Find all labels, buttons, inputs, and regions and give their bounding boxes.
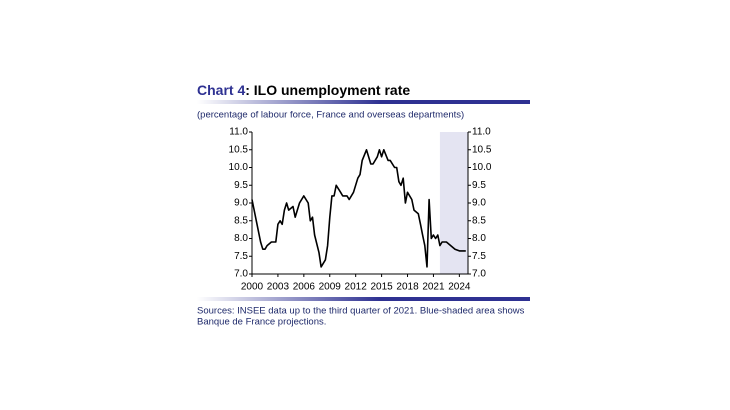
title-prefix: Chart 4 [197, 82, 245, 98]
x-tick-label: 2012 [345, 282, 368, 293]
data-line [251, 149, 466, 268]
y-tick-label: 8.0 [234, 233, 248, 244]
axes [251, 132, 469, 275]
y-tick-label: 10.0 [229, 162, 249, 173]
title-rule [197, 100, 530, 104]
x-tick-label: 2015 [370, 282, 393, 293]
y-tick-label: 11.0 [229, 127, 248, 138]
x-tick-label: 2000 [241, 282, 264, 293]
y-tick-label: 7.0 [234, 269, 248, 280]
y-tick-label: 7.5 [234, 251, 248, 262]
x-tick-label: 2009 [319, 282, 342, 293]
x-tick-label: 2006 [293, 282, 316, 293]
y2-tick-label: 11.0 [472, 127, 491, 138]
y-tick-label: 9.5 [234, 180, 248, 191]
x-tick-label: 2018 [396, 282, 419, 293]
source-rule [197, 297, 530, 301]
y2-tick-label: 9.5 [472, 180, 486, 191]
y2-tick-label: 9.0 [472, 198, 486, 209]
y-tick-label: 8.5 [234, 215, 248, 226]
y2-tick-label: 10.5 [472, 144, 492, 155]
y-tick-label: 10.5 [229, 144, 249, 155]
x-tick-label: 2024 [448, 282, 471, 293]
y2-tick-label: 7.5 [472, 251, 486, 262]
y2-tick-label: 8.5 [472, 215, 486, 226]
sources-line: Sources: INSEE data up to the third quar… [197, 306, 525, 317]
sources-line: Banque de France projections. [197, 317, 326, 328]
title-text: : ILO unemployment rate [245, 82, 410, 98]
y2-tick-label: 10.0 [472, 162, 492, 173]
projection-shade [439, 132, 468, 274]
y-tick-label: 9.0 [234, 198, 248, 209]
x-tick-label: 2003 [267, 282, 290, 293]
y2-tick-label: 7.0 [472, 269, 486, 280]
y2-tick-label: 8.0 [472, 233, 486, 244]
chart-title: Chart 4: ILO unemployment rate [197, 82, 410, 98]
subtitle: (percentage of labour force, France and … [197, 110, 464, 121]
x-tick-label: 2021 [422, 282, 445, 293]
